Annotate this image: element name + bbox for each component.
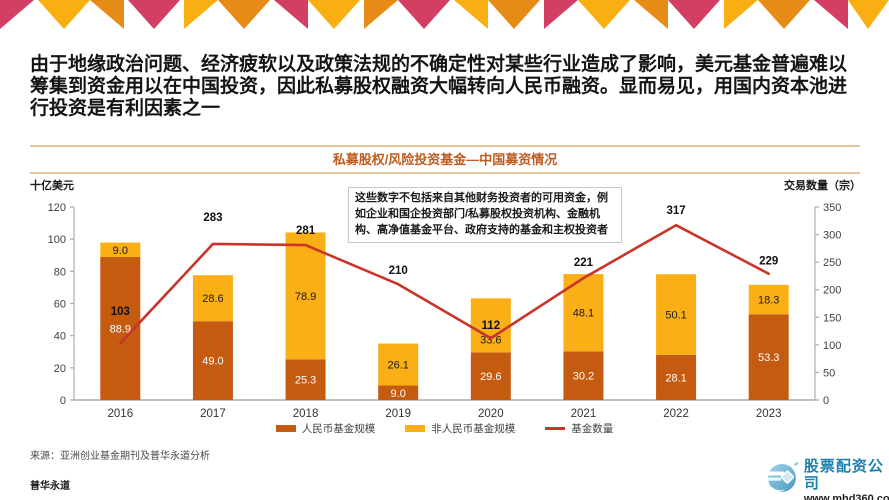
bar-group-2019: 9.0 26.1 bbox=[378, 343, 419, 400]
svg-text:29.6: 29.6 bbox=[480, 371, 501, 383]
svg-text:2021: 2021 bbox=[571, 408, 597, 420]
right-axis-unit-label: 交易数量（宗） bbox=[784, 180, 861, 192]
left-axis-unit-label: 十亿美元 bbox=[30, 180, 74, 192]
chart-legend: 人民币基金规模 非人民币基金规模 基金数量 bbox=[74, 421, 815, 436]
svg-text:2019: 2019 bbox=[385, 408, 411, 420]
right-axis: 0 50 100 150 200 250 300 350 bbox=[814, 202, 841, 407]
svg-text:53.3: 53.3 bbox=[758, 352, 779, 364]
fund-count-line-series: 103 283 281 210 112 221 317 229 bbox=[111, 205, 778, 345]
svg-text:283: 283 bbox=[203, 212, 222, 224]
svg-text:100: 100 bbox=[823, 340, 841, 352]
watermark-company: 股票配资公司 bbox=[803, 458, 884, 493]
bar-group-2023: 53.3 18.3 bbox=[748, 284, 789, 400]
svg-text:103: 103 bbox=[111, 306, 130, 318]
svg-text:9.0: 9.0 bbox=[391, 388, 406, 400]
legend-label-non-rmb: 非人民币基金规模 bbox=[431, 423, 516, 435]
globe-logo-icon bbox=[766, 462, 799, 492]
non-rmb-bar-swatch-icon bbox=[405, 425, 426, 432]
svg-text:18.3: 18.3 bbox=[758, 295, 779, 307]
decorative-triangle-banner bbox=[0, 0, 889, 29]
svg-text:2017: 2017 bbox=[200, 408, 226, 420]
legend-label-fund-count: 基金数量 bbox=[571, 423, 614, 435]
svg-text:26.1: 26.1 bbox=[387, 360, 408, 372]
svg-text:33.6: 33.6 bbox=[480, 334, 501, 346]
svg-text:60: 60 bbox=[54, 299, 66, 311]
site-watermark: 股票配资公司 www.mhd360.com bbox=[766, 458, 889, 500]
legend-item-fund-count: 基金数量 bbox=[545, 421, 613, 436]
svg-text:78.9: 78.9 bbox=[295, 291, 316, 303]
svg-text:49.0: 49.0 bbox=[202, 356, 223, 368]
svg-text:28.1: 28.1 bbox=[665, 372, 686, 384]
svg-text:28.6: 28.6 bbox=[202, 293, 223, 305]
svg-text:80: 80 bbox=[54, 266, 66, 278]
svg-text:40: 40 bbox=[54, 331, 66, 343]
chart-title-band: 私募股权/风险投资基金—中国募资情况 bbox=[30, 145, 860, 174]
rmb-bar-swatch-icon bbox=[275, 425, 296, 432]
svg-text:30.2: 30.2 bbox=[573, 371, 594, 383]
company-name: 普华永道 bbox=[30, 481, 70, 492]
svg-text:25.3: 25.3 bbox=[295, 375, 316, 387]
svg-text:210: 210 bbox=[389, 265, 408, 277]
svg-text:350: 350 bbox=[823, 202, 841, 214]
svg-text:48.1: 48.1 bbox=[573, 308, 594, 320]
bar-group-2022: 28.1 50.1 bbox=[656, 274, 697, 400]
svg-text:2016: 2016 bbox=[108, 408, 134, 420]
svg-text:250: 250 bbox=[823, 257, 841, 269]
svg-text:9.0: 9.0 bbox=[113, 245, 128, 257]
fund-count-line-swatch-icon bbox=[545, 427, 566, 430]
svg-text:50: 50 bbox=[823, 367, 835, 379]
svg-text:317: 317 bbox=[666, 205, 685, 217]
chart-title: 私募股权/风险投资基金—中国募资情况 bbox=[332, 152, 558, 167]
svg-text:2023: 2023 bbox=[756, 408, 782, 420]
svg-text:20: 20 bbox=[54, 363, 66, 375]
legend-item-non-rmb-funds: 非人民币基金规模 bbox=[405, 421, 515, 436]
svg-text:2020: 2020 bbox=[478, 408, 504, 420]
svg-text:200: 200 bbox=[823, 285, 841, 297]
left-axis: 0 20 40 60 80 100 120 bbox=[48, 202, 75, 407]
chart-annotation-box: 这些数字不包括来自其他财务投资者的可用资金，例如企业和国企投资部门/私募股权投资… bbox=[348, 187, 622, 243]
svg-text:281: 281 bbox=[296, 225, 316, 237]
source-note: 来源：亚洲创业基金期刊及普华永道分析 bbox=[30, 451, 210, 462]
legend-item-rmb-funds: 人民币基金规模 bbox=[275, 421, 376, 436]
bar-group-2020: 29.6 33.6 bbox=[470, 298, 511, 400]
svg-text:120: 120 bbox=[48, 202, 66, 214]
bar-group-2017: 49.0 28.6 bbox=[192, 275, 233, 400]
svg-text:0: 0 bbox=[823, 395, 829, 407]
legend-label-rmb: 人民币基金规模 bbox=[301, 423, 376, 435]
watermark-url: www.mhd360.com bbox=[803, 492, 889, 500]
headline-paragraph: 由于地缘政治问题、经济疲软以及政策法规的不确定性对某些行业造成了影响，美元基金普… bbox=[30, 54, 848, 119]
svg-text:221: 221 bbox=[574, 257, 594, 269]
svg-text:2022: 2022 bbox=[663, 408, 689, 420]
svg-text:150: 150 bbox=[823, 312, 841, 324]
svg-text:100: 100 bbox=[48, 234, 66, 246]
stacked-bars: 88.9 9.0 49.0 28.6 25.3 78.9 9.0 26.1 29.6 33.6 30… bbox=[100, 232, 789, 400]
svg-text:50.1: 50.1 bbox=[665, 310, 686, 322]
svg-text:112: 112 bbox=[482, 320, 501, 332]
bar-group-2016: 88.9 9.0 bbox=[100, 242, 141, 400]
svg-text:88.9: 88.9 bbox=[110, 324, 131, 336]
bar-group-2018: 25.3 78.9 bbox=[285, 232, 326, 400]
svg-text:2018: 2018 bbox=[293, 408, 319, 420]
x-axis-category-labels: 2016 2017 2018 2019 2020 2021 2022 2023 bbox=[108, 408, 782, 420]
svg-text:0: 0 bbox=[60, 395, 66, 407]
svg-text:300: 300 bbox=[823, 230, 841, 242]
svg-text:229: 229 bbox=[759, 256, 778, 268]
bar-group-2021: 30.2 48.1 bbox=[563, 274, 604, 400]
